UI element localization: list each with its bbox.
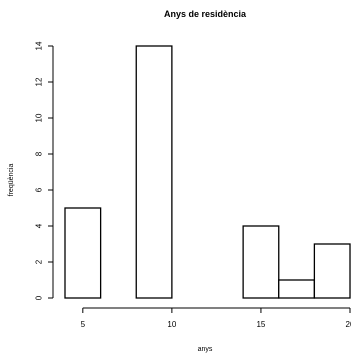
x-tick-label-20: 20 bbox=[346, 320, 351, 329]
y-tick-label-6: 6 bbox=[35, 187, 44, 192]
histogram-bar-3 bbox=[278, 279, 316, 299]
x-tick-label-15: 15 bbox=[256, 320, 265, 329]
y-tick-label-10: 10 bbox=[35, 113, 44, 122]
y-tick-label-2: 2 bbox=[35, 259, 44, 264]
chart-title: Anys de residència bbox=[164, 9, 247, 19]
y-tick-label-12: 12 bbox=[35, 77, 44, 86]
bars-group bbox=[64, 45, 351, 299]
histogram-bar-2 bbox=[242, 225, 280, 299]
x-tick-label-5: 5 bbox=[81, 320, 86, 329]
x-tick-label-10: 10 bbox=[167, 320, 176, 329]
histogram-bar-4 bbox=[313, 243, 351, 299]
y-tick-label-0: 0 bbox=[35, 295, 44, 300]
histogram-bar-1 bbox=[135, 45, 173, 299]
x-axis-label: anys bbox=[198, 346, 213, 353]
y-tick-label-14: 14 bbox=[35, 41, 44, 50]
y-tick-label-4: 4 bbox=[35, 223, 44, 228]
y-axis-label: freqüència bbox=[8, 164, 15, 197]
y-tick-label-8: 8 bbox=[35, 151, 44, 156]
histogram-bar-0 bbox=[64, 207, 102, 299]
y-axis: 0 2 4 6 8 10 12 14 bbox=[35, 41, 54, 300]
x-axis: 5 10 15 20 bbox=[81, 307, 351, 329]
